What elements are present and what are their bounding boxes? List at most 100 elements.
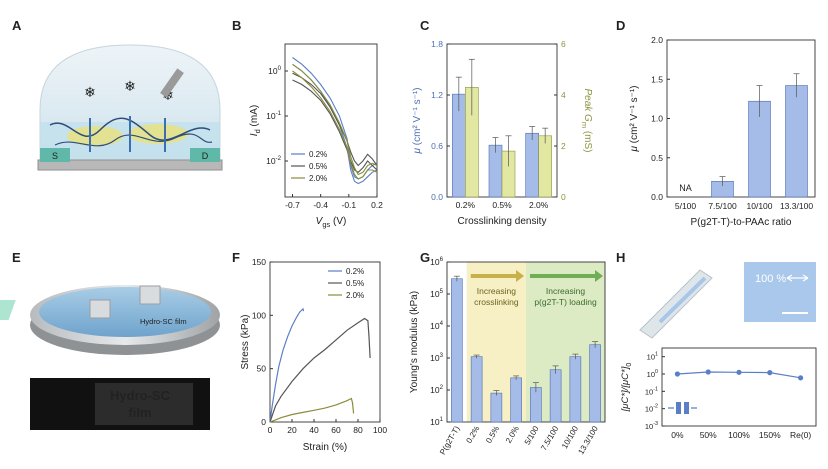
chart-h-data-point <box>674 371 681 377</box>
ion-arrows <box>89 116 166 152</box>
chart-f-x-tick-label: 20 <box>287 425 297 435</box>
chart-h-data-point <box>798 375 804 381</box>
chart-b-series-line <box>292 57 378 180</box>
panel-label-f: F <box>232 250 240 265</box>
chart-d-x-tick-label: 13.3/100 <box>780 201 813 211</box>
polymer-chain-2 <box>54 133 213 147</box>
chart-g-annotation-1-line2: crosslinking <box>474 297 519 307</box>
chart-g-x-tick-label: 0.2% <box>464 425 481 445</box>
chart-f-x-tick-label: 40 <box>309 425 319 435</box>
polymer-chain-1 <box>49 117 211 141</box>
chart-d-y-tick-label: 1.5 <box>651 74 663 84</box>
chart-f-y-tick-label: 0 <box>261 417 266 427</box>
chart-g-x-tick-label: P(g2T-T) <box>438 424 462 456</box>
ion-icon: ❄ <box>124 78 136 94</box>
panel-e-illustration: Hydro-SC film Hydro-SC film <box>0 285 220 430</box>
chart-h-x-tick-label: Re(0) <box>790 430 811 440</box>
chart-h-device-icon <box>684 402 689 414</box>
chart-f-stress-strain: 0 20 40 60 80 100 0 50 100 150 0.2% 0.5% 2.0% Strain … <box>240 257 387 453</box>
ion-icon: ❄ <box>84 84 96 100</box>
chart-f-x-axis-label: Strain (%) <box>303 442 347 453</box>
chart-f-legend-label: 0.5% <box>346 279 364 288</box>
chart-b-transfer-curves: -0.7 -0.4 -0.1 0.2 100 10-1 10-2 0.2% 0.5% 2.0% Vg… <box>249 43 383 229</box>
chart-d-x-axis-label: P(g2T-T)-to-PAAc ratio <box>691 217 792 228</box>
chart-f-x-tick-label: 60 <box>331 425 341 435</box>
chart-c-y-left-tick-label: 1.8 <box>431 39 443 49</box>
chart-f-x-tick-label: 100 <box>373 425 387 435</box>
chart-g-bar <box>530 387 542 423</box>
chart-b-y-tick-label: 10-2 <box>266 155 282 166</box>
substrate <box>37 159 223 171</box>
chart-h-photo-label: 100 % <box>755 273 786 285</box>
chart-c-bar <box>525 132 539 198</box>
chart-f-x-tick-label: 80 <box>353 425 363 435</box>
chart-c-x-tick-label: 2.0% <box>529 200 549 210</box>
chart-g-annotation-1-line1: Increasing <box>477 286 516 296</box>
chart-d-y-tick-label: 1.0 <box>651 114 663 124</box>
chart-b-x-axis-label: Vgs (V) <box>316 216 347 229</box>
chart-d-ratio-bars: 0.0 0.5 1.0 1.5 2.0 5/100 NA 7.5/100 10/100 13.3/… <box>629 35 816 228</box>
chart-h-y-tick-label: 10-2 <box>645 404 658 414</box>
chart-h-y-tick-label: 100 <box>647 369 658 379</box>
film-photo-sample <box>95 383 193 425</box>
chart-d-y-tick-label: 2.0 <box>651 35 663 45</box>
chart-g-y-tick-label: 106 <box>430 256 443 267</box>
chart-c-x-tick-label: 0.2% <box>456 200 476 210</box>
chart-g-y-tick-label: 101 <box>430 416 443 427</box>
chart-g-y-tick-label: 102 <box>430 384 443 395</box>
chart-g-x-tick-label: 2.0% <box>504 425 521 445</box>
panel-label-c: C <box>420 18 430 33</box>
panel-label-h: H <box>616 250 625 265</box>
panel-label-g: G <box>420 250 430 265</box>
panel-a-illustration: S D ❄ ❄ ❄ <box>37 44 223 171</box>
chart-c-crosslinking-bars: 0.0 0.6 1.2 1.8 0 2 4 6 0.2% 0.5% 2.0% Crosslinking… <box>412 39 593 227</box>
chart-c-x-tick-label: 0.5% <box>492 200 512 210</box>
chart-b-y-tick-label: 10-1 <box>266 110 282 121</box>
chart-h-x-tick-label: 0% <box>671 430 684 440</box>
chart-g-loading-arrow <box>530 270 603 282</box>
chart-b-x-tick-label: 0.2 <box>371 200 383 210</box>
chart-g-bar <box>510 377 522 423</box>
chart-g-bar <box>589 344 601 423</box>
chart-g-crosslink-arrow <box>470 270 524 282</box>
chart-g-y-tick-label: 105 <box>430 288 443 299</box>
panel-label-d: D <box>616 18 625 33</box>
hydro-sc-film <box>0 300 16 320</box>
chart-d-y-tick-label: 0.0 <box>651 192 663 202</box>
chart-b-series-line <box>292 70 378 180</box>
film-photo <box>30 378 210 430</box>
chart-f-y-axis-label: Stress (kPa) <box>240 314 251 369</box>
chart-g-bar <box>470 356 483 423</box>
chart-b-legend-label: 2.0% <box>309 174 327 183</box>
chart-b-legend-label: 0.5% <box>309 162 327 171</box>
chart-d-x-tick-label: 5/100 <box>675 201 697 211</box>
chart-f-plot-frame <box>269 261 381 423</box>
film-label: Hydro-SC film <box>140 317 187 326</box>
chart-d-y-axis-label: μ (cm² V⁻¹ s⁻¹) <box>629 85 640 152</box>
chart-b-x-tick-label: -0.4 <box>313 200 328 210</box>
chart-g-youngs-modulus: 101 102 103 104 105 106 P(g2T-T) 0.2% 0.5% 2.0% 5/… <box>409 256 606 456</box>
chart-h-x-tick-label: 150% <box>759 430 781 440</box>
source-electrode <box>40 148 70 162</box>
chart-c-bar <box>538 135 552 198</box>
chart-g-y-tick-label: 104 <box>430 320 443 331</box>
chart-d-x-tick-label: 7.5/100 <box>708 201 737 211</box>
chart-f-series-line <box>269 317 371 423</box>
chart-h-film-channel <box>658 276 707 324</box>
chart-g-bar <box>549 369 562 423</box>
chart-f-legend-label: 2.0% <box>346 291 364 300</box>
chart-f-y-tick-label: 50 <box>257 364 267 374</box>
chart-g-bar <box>490 392 503 423</box>
panel-label-b: B <box>232 18 241 33</box>
hydrogel-disc <box>39 287 211 337</box>
chart-b-x-tick-label: -0.1 <box>342 200 357 210</box>
polymer-domain-1 <box>67 126 123 146</box>
gate-electrode <box>160 68 184 98</box>
chart-h-y-tick-label: 101 <box>647 352 658 362</box>
chart-b-x-tick-label: -0.7 <box>285 200 300 210</box>
chart-g-plot-frame <box>446 261 606 423</box>
chart-c-y-left-tick-label: 0.6 <box>431 141 443 151</box>
chart-g-x-tick-label: 5/100 <box>523 424 541 446</box>
chart-h-data-point <box>736 369 742 375</box>
